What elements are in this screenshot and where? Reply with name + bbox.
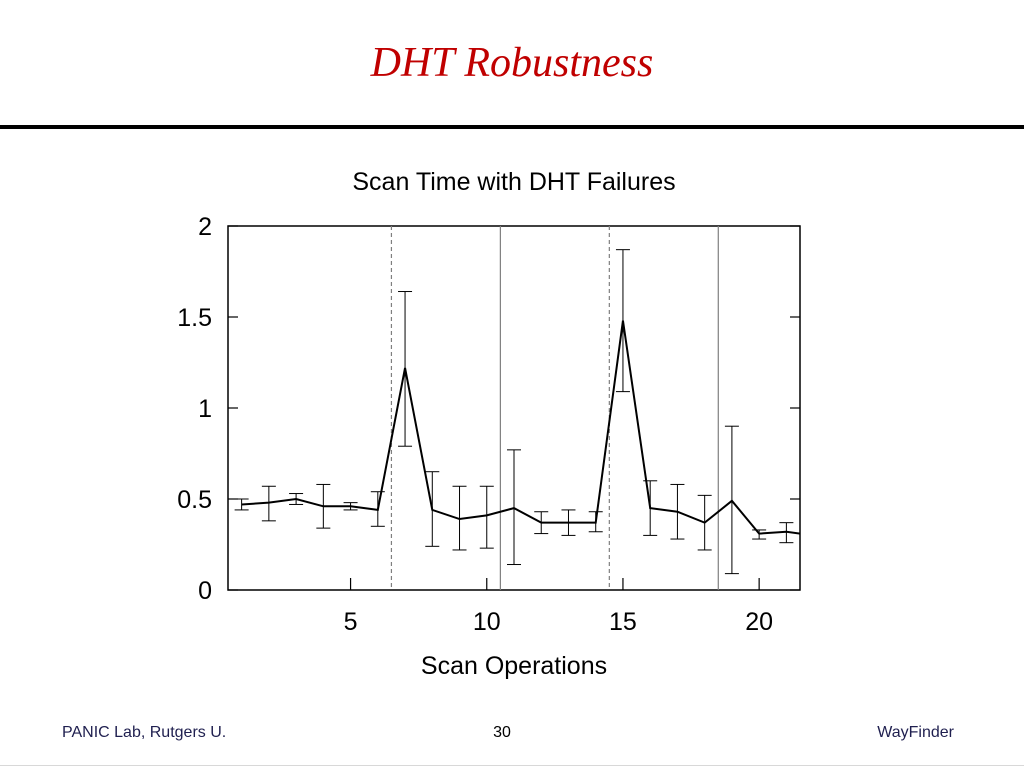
x-axis-label: Scan Operations bbox=[421, 652, 607, 680]
y-tick-label: 1.5 bbox=[177, 304, 212, 332]
footer-project-name: WayFinder bbox=[877, 724, 954, 741]
slide-title: DHT Robustness bbox=[370, 40, 654, 86]
page-number: 30 bbox=[493, 724, 511, 741]
x-tick-label: 15 bbox=[609, 608, 637, 636]
scan-time-line bbox=[241, 320, 800, 535]
plot-area: 0 0.5 1 1.5 2 5 10 15 20 bbox=[177, 213, 801, 636]
title-divider bbox=[0, 125, 1024, 129]
footer-lab-name: PANIC Lab, Rutgers U. bbox=[62, 724, 227, 741]
y-tick-label: 2 bbox=[198, 213, 212, 241]
x-tick-label: 10 bbox=[473, 608, 501, 636]
y-tick-label: 0.5 bbox=[177, 486, 212, 514]
y-tick-label: 0 bbox=[198, 577, 212, 605]
footer-divider bbox=[0, 765, 1024, 766]
chart-title: Scan Time with DHT Failures bbox=[352, 168, 675, 196]
y-tick-label: 1 bbox=[198, 395, 212, 423]
x-tick-label: 5 bbox=[344, 608, 358, 636]
x-tick-label: 20 bbox=[745, 608, 773, 636]
